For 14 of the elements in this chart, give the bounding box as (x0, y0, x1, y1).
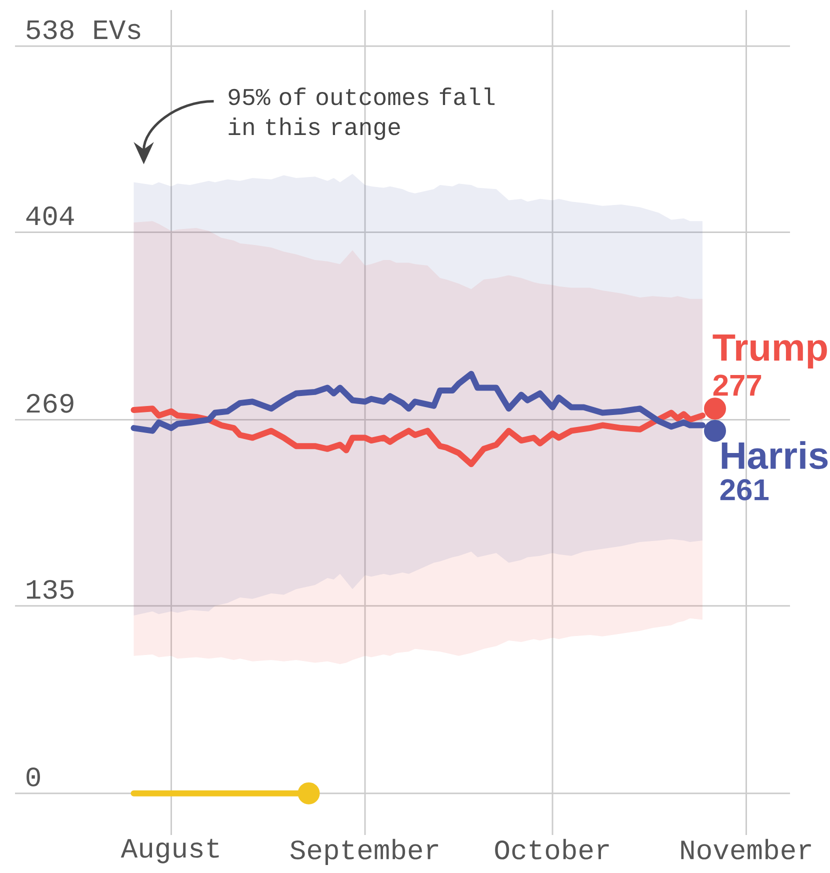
x-tick-label: November (681, 838, 811, 860)
data-label: 261 (720, 479, 769, 500)
x-tick-label: October (495, 838, 609, 860)
y-tick-label: 538 EVs (26, 20, 140, 40)
annotation: 95% of outcomes fall in this range (228, 88, 495, 140)
series-label: Harris (722, 441, 828, 470)
x-tick-label: August (120, 838, 219, 864)
x-tick-label: September (290, 838, 438, 865)
y-tick-label: 135 (26, 580, 74, 599)
y-tick-label: 0 (26, 767, 40, 786)
y-tick-label: 404 (26, 206, 74, 226)
series-label: Trump (712, 334, 827, 368)
data-label: 277 (713, 374, 762, 396)
y-tick-label: 269 (26, 394, 74, 413)
